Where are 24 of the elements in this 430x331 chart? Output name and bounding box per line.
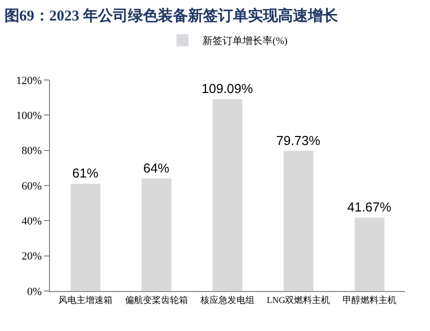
bar [70, 183, 101, 291]
data-label: 109.09% [202, 81, 254, 96]
data-label: 64% [143, 160, 170, 176]
x-tick-label: 偏航变桨齿轮箱 [125, 294, 188, 305]
x-tick-label: 甲醇燃料主机 [342, 294, 396, 305]
data-label: 79.73% [276, 132, 321, 148]
x-tick-label: 核应急发电组 [200, 294, 254, 305]
x-tick-label: 风电主增速箱 [58, 294, 112, 305]
bar [283, 150, 314, 291]
y-tick-label: 80% [22, 145, 42, 158]
data-label: 41.67% [347, 200, 392, 215]
legend-label: 新签订单增长率(%) [202, 35, 288, 48]
y-tick-label: 120% [16, 74, 42, 87]
data-label: 61% [72, 166, 99, 181]
bar [141, 178, 172, 291]
chart-title: 图69：2023 年公司绿色装备新签订单实现高速增长 [4, 6, 340, 24]
x-tick-label: LNG双燃料主机 [266, 294, 330, 305]
y-tick-label: 60% [22, 180, 42, 192]
y-tick-label: 20% [22, 250, 42, 263]
y-tick-label: 100% [16, 110, 42, 122]
bar [212, 98, 243, 291]
y-tick-label: 0% [27, 286, 42, 298]
y-tick-label: 40% [22, 216, 42, 228]
bar [354, 217, 385, 291]
